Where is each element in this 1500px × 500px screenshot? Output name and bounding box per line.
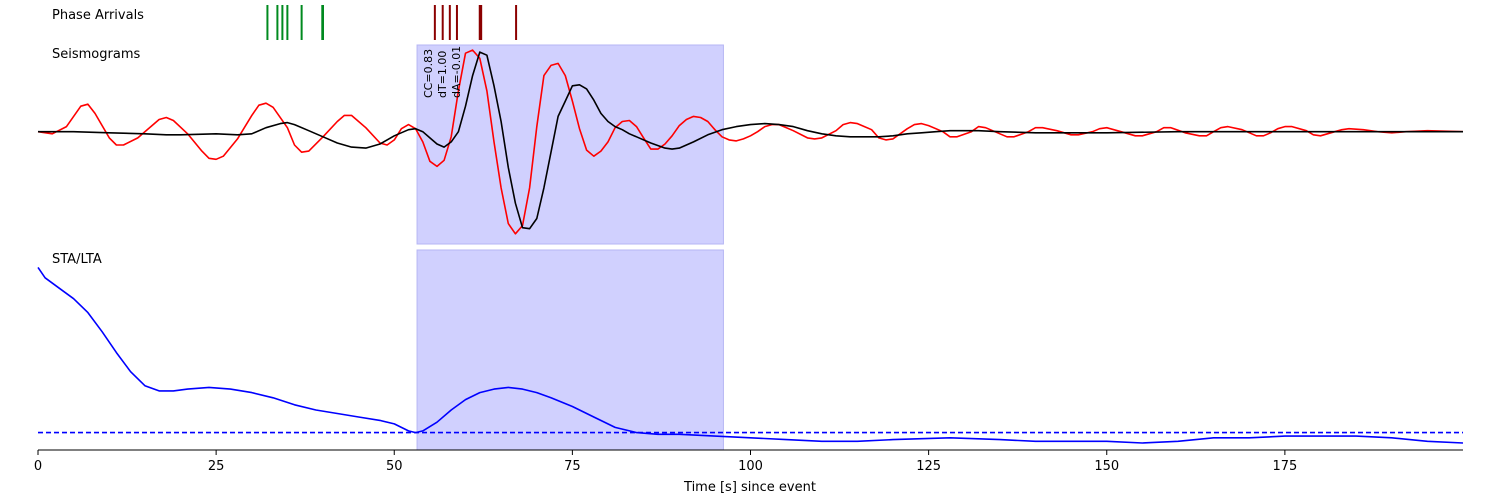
- annotation-label: dT=1.00: [436, 51, 449, 98]
- seismograms-panel: Seismograms CC=0.83 dT=1.00 dA=-0.01: [37, 44, 1464, 245]
- sta-lta-title: STA/LTA: [52, 252, 102, 267]
- phase-arrivals-panel: Phase Arrivals: [52, 5, 518, 40]
- red-arrivals: [433, 5, 518, 40]
- x-axis-label: Time [s] since event: [683, 480, 816, 495]
- seismogram-trace-red: [37, 49, 1464, 235]
- seismogram-trace-black: [38, 51, 1463, 230]
- annotation-label: dA=-0.01: [450, 46, 463, 98]
- green-arrivals: [266, 5, 324, 40]
- x-tick-label: 75: [564, 459, 581, 474]
- x-tick-label: 175: [1272, 459, 1297, 474]
- x-axis: 0 25 50 75 100 125 150 175 Time [s] since event: [34, 449, 1463, 495]
- window-highlight-seismograms: [416, 44, 724, 245]
- annotations: CC=0.83 dT=1.00 dA=-0.01: [422, 46, 463, 98]
- x-tick-label: 50: [386, 459, 403, 474]
- x-tick-label: 25: [208, 459, 225, 474]
- phase-arrivals-title: Phase Arrivals: [52, 8, 144, 23]
- seismograms-title: Seismograms: [52, 47, 140, 62]
- sta-lta-panel: STA/LTA: [37, 249, 1464, 451]
- window-highlight-sta-lta: [416, 249, 724, 451]
- x-tick-label: 0: [34, 459, 42, 474]
- seismogram-traces: [37, 49, 1464, 235]
- x-ticks: 0 25 50 75 100 125 150 175: [34, 450, 1297, 474]
- annotation-label: CC=0.83: [422, 49, 435, 98]
- x-tick-label: 125: [916, 459, 941, 474]
- sta-lta-curve: [37, 266, 1464, 444]
- x-tick-label: 150: [1094, 459, 1119, 474]
- x-tick-label: 100: [738, 459, 763, 474]
